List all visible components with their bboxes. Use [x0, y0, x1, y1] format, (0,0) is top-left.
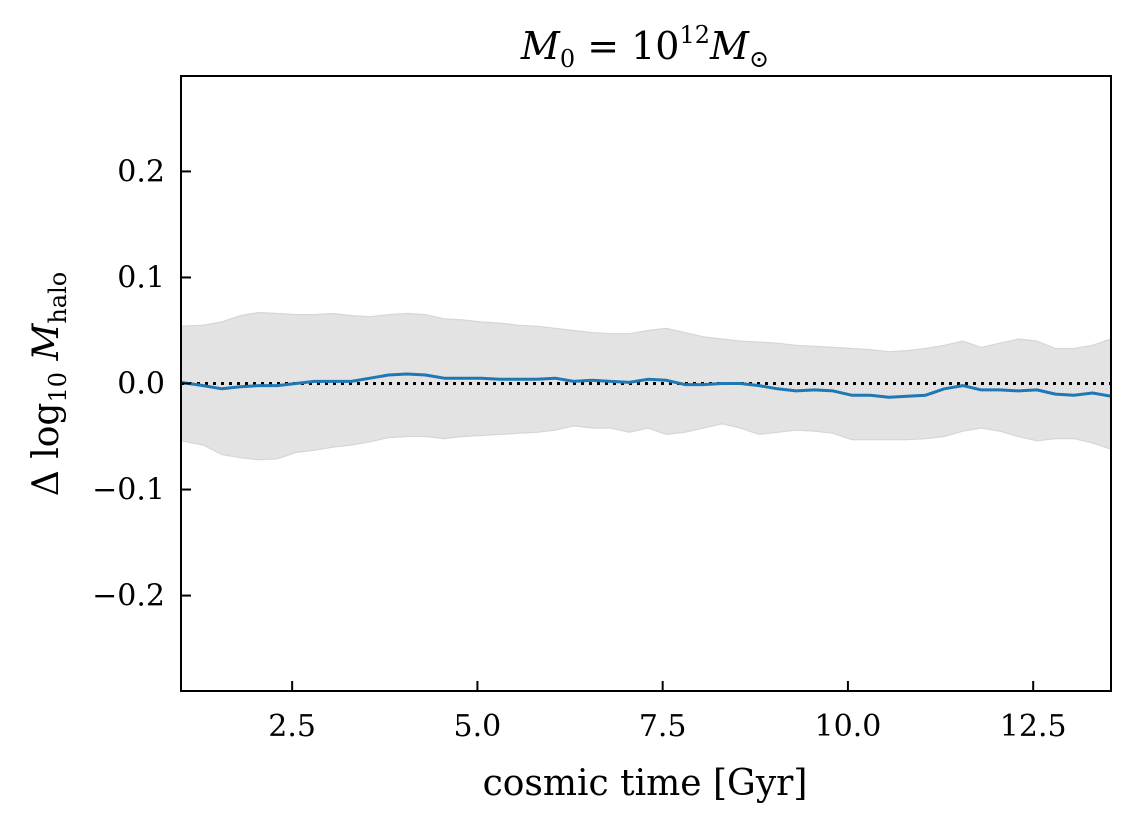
mean-line [180, 372, 1112, 399]
x-tick-label: 10.0 [815, 709, 882, 744]
y-tick-label: 0.0 [117, 367, 165, 402]
plot-area [180, 311, 1112, 461]
y-axis-label: Δ log10 Mhalo [26, 272, 72, 496]
x-tick-label: 5.0 [454, 709, 502, 744]
x-tick-label: 12.5 [1000, 709, 1067, 744]
chart-title: M0 = 1012M⊙ [520, 21, 769, 73]
y-tick-label: 0.1 [117, 260, 165, 295]
y-tick-label: 0.2 [117, 154, 165, 189]
x-ticks: 2.5 5.0 7.5 10.0 12.5 [268, 681, 1067, 744]
axes-frame [180, 75, 1112, 692]
x-tick-label: 2.5 [268, 709, 316, 744]
y-tick-label: −0.1 [92, 473, 165, 508]
x-tick-label: 7.5 [639, 709, 687, 744]
y-ticks: 0.2 0.1 0.0 −0.1 −0.2 [92, 154, 191, 614]
x-axis-label: cosmic time [Gyr] [483, 763, 808, 804]
y-tick-label: −0.2 [92, 579, 165, 614]
